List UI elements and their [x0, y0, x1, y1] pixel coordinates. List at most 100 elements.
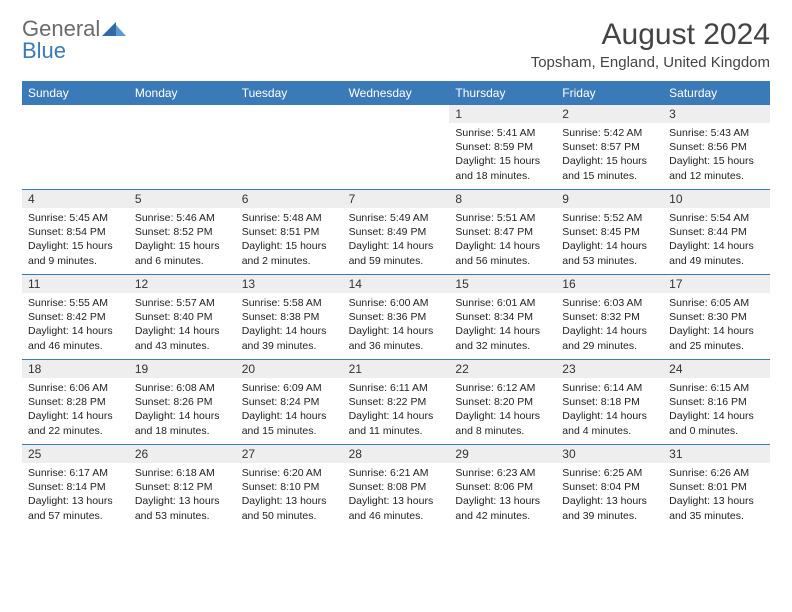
- daylight-line: Daylight: 14 hours and 18 minutes.: [135, 409, 230, 437]
- day-number: 24: [663, 360, 770, 378]
- cell-body: Sunrise: 5:46 AMSunset: 8:52 PMDaylight:…: [129, 208, 236, 272]
- calendar-cell: 29Sunrise: 6:23 AMSunset: 8:06 PMDayligh…: [449, 445, 556, 529]
- daylight-line: Daylight: 14 hours and 32 minutes.: [455, 324, 550, 352]
- calendar-cell: 7Sunrise: 5:49 AMSunset: 8:49 PMDaylight…: [343, 190, 450, 274]
- location-text: Topsham, England, United Kingdom: [531, 54, 770, 71]
- calendar-cell: 19Sunrise: 6:08 AMSunset: 8:26 PMDayligh…: [129, 360, 236, 444]
- sunset-line: Sunset: 8:34 PM: [455, 310, 550, 324]
- sunset-line: Sunset: 8:42 PM: [28, 310, 123, 324]
- cell-body: Sunrise: 6:23 AMSunset: 8:06 PMDaylight:…: [449, 463, 556, 527]
- calendar-cell: [343, 105, 450, 189]
- daylight-line: Daylight: 15 hours and 15 minutes.: [562, 154, 657, 182]
- cell-body: Sunrise: 5:52 AMSunset: 8:45 PMDaylight:…: [556, 208, 663, 272]
- calendar-cell: 17Sunrise: 6:05 AMSunset: 8:30 PMDayligh…: [663, 275, 770, 359]
- sunrise-line: Sunrise: 5:46 AM: [135, 211, 230, 225]
- daylight-line: Daylight: 14 hours and 39 minutes.: [242, 324, 337, 352]
- sunrise-line: Sunrise: 5:45 AM: [28, 211, 123, 225]
- sunrise-line: Sunrise: 6:08 AM: [135, 381, 230, 395]
- sunrise-line: Sunrise: 6:01 AM: [455, 296, 550, 310]
- day-number: 20: [236, 360, 343, 378]
- day-number: 9: [556, 190, 663, 208]
- day-number: 10: [663, 190, 770, 208]
- sunset-line: Sunset: 8:01 PM: [669, 480, 764, 494]
- day-number: 17: [663, 275, 770, 293]
- sunset-line: Sunset: 8:36 PM: [349, 310, 444, 324]
- cell-body: Sunrise: 6:17 AMSunset: 8:14 PMDaylight:…: [22, 463, 129, 527]
- cell-body: Sunrise: 6:21 AMSunset: 8:08 PMDaylight:…: [343, 463, 450, 527]
- calendar-cell: 22Sunrise: 6:12 AMSunset: 8:20 PMDayligh…: [449, 360, 556, 444]
- calendar-cell: 11Sunrise: 5:55 AMSunset: 8:42 PMDayligh…: [22, 275, 129, 359]
- sunrise-line: Sunrise: 5:41 AM: [455, 126, 550, 140]
- calendar-cell: 4 Sunrise: 5:45 AMSunset: 8:54 PMDaylight…: [22, 190, 129, 274]
- daylight-line: Daylight: 14 hours and 15 minutes.: [242, 409, 337, 437]
- day-number: 28: [343, 445, 450, 463]
- day-number: 4: [22, 190, 129, 208]
- cell-body: Sunrise: 6:20 AMSunset: 8:10 PMDaylight:…: [236, 463, 343, 527]
- sunrise-line: Sunrise: 6:26 AM: [669, 466, 764, 480]
- daylight-line: Daylight: 14 hours and 36 minutes.: [349, 324, 444, 352]
- calendar-cell: 23Sunrise: 6:14 AMSunset: 8:18 PMDayligh…: [556, 360, 663, 444]
- sunrise-line: Sunrise: 5:54 AM: [669, 211, 764, 225]
- sunset-line: Sunset: 8:10 PM: [242, 480, 337, 494]
- cell-body: Sunrise: 6:05 AMSunset: 8:30 PMDaylight:…: [663, 293, 770, 357]
- sunset-line: Sunset: 8:49 PM: [349, 225, 444, 239]
- calendar-cell: [236, 105, 343, 189]
- sunset-line: Sunset: 8:59 PM: [455, 140, 550, 154]
- sunset-line: Sunset: 8:20 PM: [455, 395, 550, 409]
- sunrise-line: Sunrise: 6:15 AM: [669, 381, 764, 395]
- daylight-line: Daylight: 14 hours and 22 minutes.: [28, 409, 123, 437]
- day-number: 18: [22, 360, 129, 378]
- daylight-line: Daylight: 14 hours and 11 minutes.: [349, 409, 444, 437]
- day-number: 1: [449, 105, 556, 123]
- sunrise-line: Sunrise: 6:18 AM: [135, 466, 230, 480]
- sunrise-line: Sunrise: 6:12 AM: [455, 381, 550, 395]
- cell-body: Sunrise: 5:57 AMSunset: 8:40 PMDaylight:…: [129, 293, 236, 357]
- sunset-line: Sunset: 8:24 PM: [242, 395, 337, 409]
- logo-mark-icon: [102, 16, 126, 41]
- daylight-line: Daylight: 13 hours and 42 minutes.: [455, 494, 550, 522]
- week-row: 25Sunrise: 6:17 AMSunset: 8:14 PMDayligh…: [22, 444, 770, 529]
- calendar-cell: 13Sunrise: 5:58 AMSunset: 8:38 PMDayligh…: [236, 275, 343, 359]
- day-header-cell: Saturday: [663, 81, 770, 105]
- sunrise-line: Sunrise: 6:17 AM: [28, 466, 123, 480]
- daylight-line: Daylight: 14 hours and 0 minutes.: [669, 409, 764, 437]
- daylight-line: Daylight: 14 hours and 25 minutes.: [669, 324, 764, 352]
- sunset-line: Sunset: 8:54 PM: [28, 225, 123, 239]
- calendar-cell: 24Sunrise: 6:15 AMSunset: 8:16 PMDayligh…: [663, 360, 770, 444]
- calendar-cell: 9Sunrise: 5:52 AMSunset: 8:45 PMDaylight…: [556, 190, 663, 274]
- cell-body: Sunrise: 5:42 AMSunset: 8:57 PMDaylight:…: [556, 123, 663, 187]
- cell-body: Sunrise: 5:49 AMSunset: 8:49 PMDaylight:…: [343, 208, 450, 272]
- cell-body: Sunrise: 6:26 AMSunset: 8:01 PMDaylight:…: [663, 463, 770, 527]
- week-row: 4 Sunrise: 5:45 AMSunset: 8:54 PMDaylight…: [22, 189, 770, 274]
- day-header-cell: Monday: [129, 81, 236, 105]
- calendar-cell: 15Sunrise: 6:01 AMSunset: 8:34 PMDayligh…: [449, 275, 556, 359]
- calendar-cell: 21Sunrise: 6:11 AMSunset: 8:22 PMDayligh…: [343, 360, 450, 444]
- sunrise-line: Sunrise: 6:11 AM: [349, 381, 444, 395]
- calendar-cell: 12Sunrise: 5:57 AMSunset: 8:40 PMDayligh…: [129, 275, 236, 359]
- daylight-line: Daylight: 15 hours and 9 minutes.: [28, 239, 123, 267]
- day-number: [129, 105, 236, 123]
- sunrise-line: Sunrise: 6:20 AM: [242, 466, 337, 480]
- day-number: 2: [556, 105, 663, 123]
- sunset-line: Sunset: 8:12 PM: [135, 480, 230, 494]
- sunrise-line: Sunrise: 6:05 AM: [669, 296, 764, 310]
- week-row: 18Sunrise: 6:06 AMSunset: 8:28 PMDayligh…: [22, 359, 770, 444]
- calendar-cell: 3Sunrise: 5:43 AMSunset: 8:56 PMDaylight…: [663, 105, 770, 189]
- sunset-line: Sunset: 8:04 PM: [562, 480, 657, 494]
- cell-body: Sunrise: 6:15 AMSunset: 8:16 PMDaylight:…: [663, 378, 770, 442]
- cell-body: Sunrise: 5:58 AMSunset: 8:38 PMDaylight:…: [236, 293, 343, 357]
- cell-body: Sunrise: 5:54 AMSunset: 8:44 PMDaylight:…: [663, 208, 770, 272]
- day-number: 7: [343, 190, 450, 208]
- daylight-line: Daylight: 15 hours and 18 minutes.: [455, 154, 550, 182]
- sunset-line: Sunset: 8:16 PM: [669, 395, 764, 409]
- calendar-cell: 26Sunrise: 6:18 AMSunset: 8:12 PMDayligh…: [129, 445, 236, 529]
- daylight-line: Daylight: 13 hours and 39 minutes.: [562, 494, 657, 522]
- sunset-line: Sunset: 8:56 PM: [669, 140, 764, 154]
- calendar-cell: [129, 105, 236, 189]
- sunset-line: Sunset: 8:30 PM: [669, 310, 764, 324]
- sunrise-line: Sunrise: 5:52 AM: [562, 211, 657, 225]
- day-number: 5: [129, 190, 236, 208]
- sunset-line: Sunset: 8:32 PM: [562, 310, 657, 324]
- cell-body: Sunrise: 6:00 AMSunset: 8:36 PMDaylight:…: [343, 293, 450, 357]
- day-number: [236, 105, 343, 123]
